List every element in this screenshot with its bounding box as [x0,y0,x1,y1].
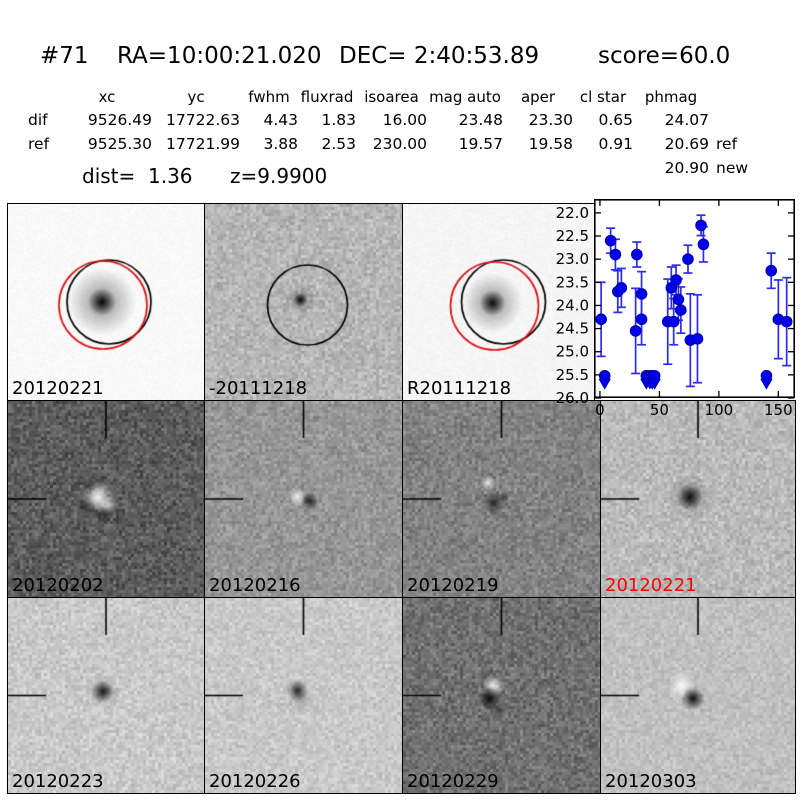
cutout-date-label: 20120221 [12,378,104,399]
cutout-panel: 20120221 [600,400,796,598]
cutout-date-label: 20120219 [407,575,499,596]
table-cell: 9526.49 [87,111,152,129]
cutout-panel: 20120221 [7,203,205,401]
cutout-image [601,598,795,793]
cutout-image [8,598,204,793]
table-cell: 0.91 [598,135,633,153]
table-cell: 16.00 [382,111,427,129]
svg-text:23.5: 23.5 [556,273,589,291]
svg-text:26.0: 26.0 [556,389,589,407]
cutout-date-label: R20111218 [407,378,512,399]
table-cell: 1.83 [321,111,356,129]
redshift-value: z=9.9900 [230,164,328,188]
table-cell: 20.90 [664,159,709,177]
lightcurve-chart: 0 50 100 150 22.0 22.5 23.0 23.5 24.0 24.5 25.0 25.… [556,199,795,419]
svg-text:50: 50 [650,401,669,419]
cutout-image [403,598,600,793]
svg-text:24.0: 24.0 [556,296,589,314]
svg-text:0: 0 [595,401,605,419]
score-value: score=60.0 [598,43,731,69]
cutout-panel: 20120219 [402,400,601,598]
header-cell: phmag [644,88,698,106]
table-cell: 17721.99 [166,135,240,153]
cutout-date-label: 20120303 [605,771,697,792]
cutout-panel: 20120303 [600,597,796,794]
table-cell: 23.48 [458,111,503,129]
svg-text:100: 100 [705,401,734,419]
ref-row: ref 9525.30 17721.99 3.88 2.53 230.00 19… [28,135,768,153]
cutout-image [8,204,204,400]
cutout-panel: 20120223 [7,597,205,794]
table-cell: 19.58 [528,135,573,153]
cutout-panel: R20111218 [402,203,595,401]
table-cell: 230.00 [372,135,427,153]
cutout-panel: 20120202 [7,400,205,598]
dec-value: DEC= 2:40:53.89 [339,43,540,69]
cutout-image [403,204,594,400]
cutout-date-label: 20120202 [12,575,104,596]
dist-value: dist= 1.36 [82,164,193,188]
header-cell: yc [187,88,205,106]
cutout-image [205,598,402,793]
table-cell: 9525.30 [87,135,152,153]
cutout-image [205,401,402,597]
cutout-image [403,401,600,597]
cutout-image [8,401,204,597]
svg-text:22.5: 22.5 [556,227,589,245]
table-cell: 3.88 [263,135,298,153]
header-cell [28,90,62,105]
candidate-id: #71 [40,43,89,69]
cutout-panel: 20120216 [204,400,403,598]
table-cell: new [716,159,749,177]
lightcurve-plot: 0 50 100 150 22.0 22.5 23.0 23.5 24.0 24.5 25.0 25.… [556,199,795,419]
header-cell: xc [98,88,116,106]
cutout-date-label: -20111218 [209,378,308,399]
extra-phmag-row: 20.90 new [661,159,768,177]
table-cell: 2.53 [321,135,356,153]
header-cell: isoarea [364,88,419,106]
cutout-date-label: 20120221 [605,575,697,596]
row-label: ref [28,135,50,153]
header-cell: mag auto [429,88,501,106]
header-cell: fluxrad [300,88,354,106]
table-cell [709,113,768,129]
ra-value: RA=10:00:21.020 [117,43,322,69]
svg-text:24.5: 24.5 [556,320,589,338]
cutout-date-label: 20120216 [209,575,301,596]
table-cell: ref [716,135,738,153]
cutout-panel: -20111218 [204,203,403,401]
table-cell: 24.07 [664,111,709,129]
table-cell: 17722.63 [166,111,240,129]
table-cell: 23.30 [528,111,573,129]
header-cell: cl star [579,88,627,106]
photometry-table-header: xc yc fwhm fluxrad isoarea mag auto aper… [28,90,709,105]
cutout-panel: 20120226 [204,597,403,794]
table-cell: 20.69 [664,135,709,153]
cutout-date-label: 20120229 [407,771,499,792]
cutout-date-label: 20120223 [12,771,104,792]
row-label: dif [28,111,48,129]
cutout-image [601,401,795,597]
svg-text:25.5: 25.5 [556,366,589,384]
dif-row: dif 9526.49 17722.63 4.43 1.83 16.00 23.… [28,111,768,129]
svg-text:25.0: 25.0 [556,343,589,361]
cutout-panel: 20120229 [402,597,601,794]
table-cell: 4.43 [263,111,298,129]
table-cell: 19.57 [458,135,503,153]
svg-text:22.0: 22.0 [556,204,589,222]
header-cell: fwhm [248,88,290,106]
header-cell: aper [520,88,556,106]
cutout-date-label: 20120226 [209,771,301,792]
table-cell: 0.65 [598,111,633,129]
cutout-image [205,204,402,400]
svg-text:23.0: 23.0 [556,250,589,268]
svg-text:150: 150 [764,401,793,419]
